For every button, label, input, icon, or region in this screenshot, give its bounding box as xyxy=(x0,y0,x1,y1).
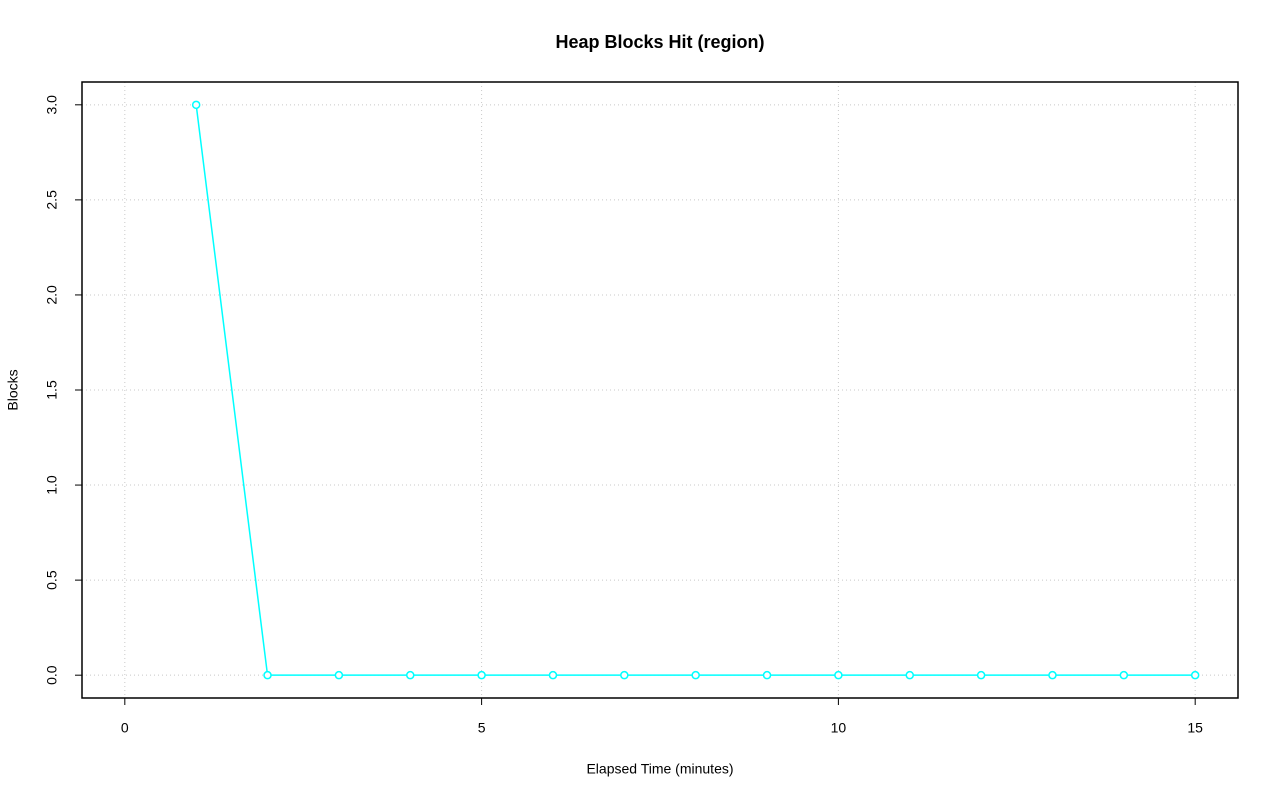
data-point xyxy=(334,670,344,680)
data-point xyxy=(477,670,486,680)
x-tick-label: 5 xyxy=(478,720,486,736)
y-tick-label: 2.5 xyxy=(44,190,60,210)
data-point xyxy=(691,670,700,680)
y-tick-label: 0.0 xyxy=(44,665,60,685)
data-point xyxy=(1190,670,1200,680)
x-tick-label: 0 xyxy=(121,720,129,736)
y-tick-label: 3.0 xyxy=(44,95,60,115)
data-point xyxy=(905,670,915,680)
y-tick-label: 1.0 xyxy=(44,475,60,495)
data-point xyxy=(762,670,772,680)
plot-frame xyxy=(81,81,1239,699)
y-axis-label: Blocks xyxy=(5,369,21,410)
chart-title: Heap Blocks Hit (region) xyxy=(555,32,764,52)
x-tick-label: 15 xyxy=(1187,720,1203,736)
data-point xyxy=(405,670,415,680)
x-tick-label: 10 xyxy=(831,720,847,736)
data-point xyxy=(834,670,843,680)
data-point xyxy=(1048,670,1057,680)
data-point xyxy=(191,100,201,110)
data-point xyxy=(548,670,558,680)
data-point xyxy=(976,670,986,680)
data-point xyxy=(1119,670,1129,680)
y-tick-label: 0.5 xyxy=(44,570,60,590)
y-tick-label: 1.5 xyxy=(44,380,60,400)
data-point xyxy=(263,670,272,680)
y-tick-label: 2.0 xyxy=(44,285,60,305)
data-point xyxy=(620,670,629,680)
x-axis-label: Elapsed Time (minutes) xyxy=(586,761,733,777)
